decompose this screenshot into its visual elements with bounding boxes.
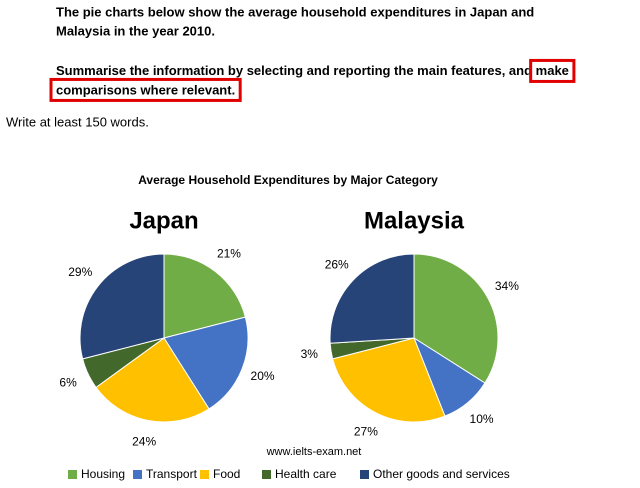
highlight-text: comparisons where relevant.: [56, 82, 235, 97]
highlight-box: [529, 58, 576, 83]
prompt-line: Malaysia in the year 2010.: [56, 23, 215, 38]
data-label: 34%: [495, 279, 519, 293]
data-label: 10%: [470, 412, 494, 426]
legend-swatch: [262, 470, 271, 479]
data-label: 3%: [301, 347, 319, 361]
legend-label: Housing: [81, 467, 125, 481]
data-label: 26%: [325, 258, 349, 272]
prompt-line: The pie charts below show the average ho…: [56, 4, 534, 19]
instruction: Write at least 150 words.: [6, 114, 149, 129]
data-label: 21%: [217, 246, 241, 260]
legend-label: Food: [213, 467, 240, 481]
legend-swatch: [200, 470, 209, 479]
prompt-line: Summarise the information by selecting a…: [56, 63, 569, 78]
pie-slice: [163, 316, 249, 410]
legend-swatch: [133, 470, 142, 479]
pie-slice: [79, 253, 165, 360]
data-label: 27%: [354, 425, 378, 439]
legend-label: Other goods and services: [373, 467, 510, 481]
pie-title: Japan: [129, 207, 198, 234]
highlight-box: [49, 77, 242, 102]
pie-slice: [332, 337, 446, 423]
data-label: 20%: [251, 369, 275, 383]
figure-title: Average Household Expenditures by Major …: [138, 173, 438, 187]
pie-slice: [329, 253, 415, 344]
pie-slice: [163, 253, 246, 339]
data-label: 24%: [132, 434, 156, 448]
highlight-text: make: [536, 63, 569, 78]
legend-swatch: [68, 470, 77, 479]
pie-slice: [95, 337, 210, 423]
legend-label: Transport: [146, 467, 198, 481]
legend-label: Health care: [275, 467, 337, 481]
watermark: www.ielts-exam.net: [266, 446, 362, 458]
legend-swatch: [360, 470, 369, 479]
pie-title: Malaysia: [364, 207, 465, 234]
data-label: 6%: [59, 375, 77, 389]
data-label: 29%: [68, 265, 92, 279]
prompt-text: Summarise the information by selecting a…: [56, 63, 536, 78]
